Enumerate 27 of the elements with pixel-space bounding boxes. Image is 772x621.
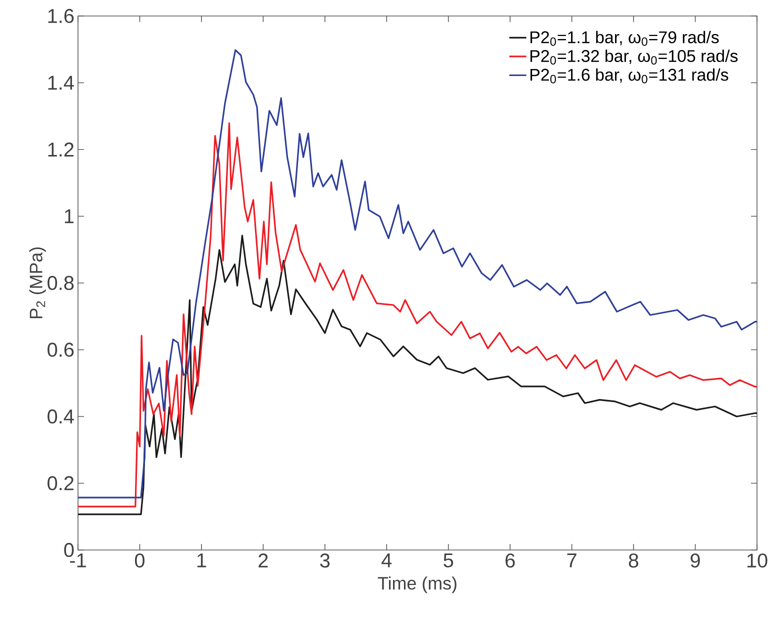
legend-label: P2$_{0}$=1.32 bar, ω$_{0}$=105 rad/s (530, 50, 738, 65)
y-tick-label: 1.2 (48, 142, 74, 156)
legend-label: P2$_{0}$=1.1 bar, ω$_{0}$=79 rad/s (530, 30, 719, 46)
x-tick-label: 1 (197, 554, 206, 568)
x-tick-label: 6 (506, 554, 515, 568)
y-tick-label: 1 (64, 209, 74, 224)
x-tick-label: 2 (258, 554, 268, 568)
x-tick-label: 5 (444, 554, 454, 568)
y-tick-label: 1.4 (48, 76, 74, 90)
x-tick-label: 8 (628, 554, 638, 568)
y-tick-label: 0.6 (48, 342, 74, 357)
x-tick-label: 10 (747, 554, 768, 568)
line-series (78, 122, 758, 508)
y-tick-label: 1.6 (48, 8, 74, 24)
y-axis-title: P$_{2}$ (MPa) (29, 247, 46, 318)
x-tick-label: 7 (567, 554, 576, 568)
x-axis-title: Time (ms) (378, 576, 456, 594)
line-series (78, 49, 758, 498)
y-tick-label: 0.2 (48, 476, 74, 490)
x-tick-label: 9 (690, 554, 700, 568)
x-tick-label: 0 (134, 554, 144, 568)
y-tick-label: 0.4 (48, 409, 74, 424)
x-tick-label: 4 (382, 554, 392, 568)
line-series (78, 234, 758, 516)
legend-label: P2$_{0}$=1.6 bar, ω$_{0}$=131 rad/s (530, 68, 728, 84)
y-tick-label: 0.8 (48, 276, 74, 290)
x-tick-label: 3 (320, 554, 330, 568)
